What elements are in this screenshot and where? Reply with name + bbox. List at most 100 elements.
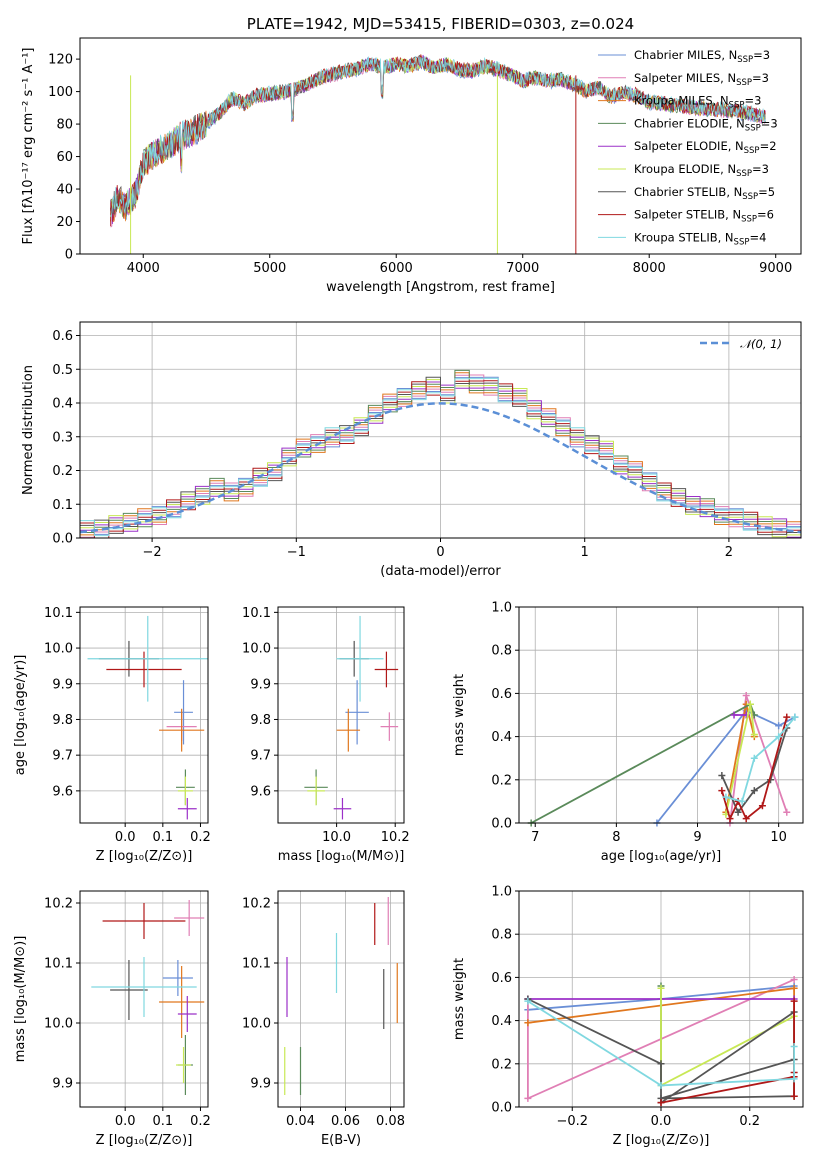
mass_weight_vs_age-marker-chabrier_stelib — [750, 787, 758, 795]
mass_vs_Z-ytick-label-0: 9.9 — [52, 1077, 73, 1092]
mass_weight_vs_age-ytick-label-5: 1.0 — [491, 601, 512, 616]
mass_weight_vs_age-marker-salpeter_miles — [742, 692, 750, 700]
age_vs_mass-xtick-label-1: 10.2 — [381, 830, 410, 845]
mass_vs_Z-xlabel: Z [log₁₀(Z/Z⊙)] — [96, 1133, 193, 1148]
residual_hist-ytick-label-5: 0.5 — [52, 363, 73, 378]
age_vs_mass-ytick-label-1: 9.7 — [250, 749, 271, 764]
age_vs_Z-ytick-label-0: 9.6 — [52, 784, 73, 799]
mass_weight_vs_age-ytick-label-4: 0.8 — [491, 644, 512, 659]
spectrum-xtick-label-4: 8000 — [633, 261, 666, 276]
age_vs_mass-ytick-label-4: 10.0 — [242, 642, 271, 657]
mass_vs_Z-ytick-label-2: 10.1 — [44, 957, 73, 972]
normal-curve — [79, 402, 802, 534]
mass_weight_vs_age-marker-kroupa_stelib — [738, 797, 746, 805]
age_vs_Z-ytick-label-1: 9.7 — [52, 749, 73, 764]
age_vs_Z-ylabel: age [log₁₀(age/yr)] — [13, 655, 28, 776]
mass_vs_Z-frame — [79, 890, 209, 1108]
mass_weight_vs_age-ytick-label-3: 0.6 — [491, 687, 512, 702]
mass_weight_vs_Z-marker-kroupa_stelib — [657, 1081, 665, 1089]
spectrum-ytick-label-4: 80 — [56, 118, 73, 133]
mass_vs_ebv-ytick-label-1: 10.0 — [242, 1017, 271, 1032]
mass_weight_vs_age-xtick-label-1: 8 — [612, 830, 620, 845]
mass_weight_vs_Z-marker-kroupa_miles — [790, 984, 798, 992]
mass_vs_ebv-xtick-label-0: 0.04 — [286, 1114, 315, 1129]
mass_weight_vs_age-marker-salpeter_miles — [783, 808, 791, 816]
mass_weight_vs_Z-marker-chabrier_stelib — [657, 1060, 665, 1068]
residual_hist-ytick-label-3: 0.3 — [52, 430, 73, 445]
spectrum-xtick-label-3: 7000 — [506, 261, 539, 276]
mass_weight_vs_age-marker-kroupa_stelib — [791, 713, 799, 721]
mass_weight_vs_age-xtick-label-2: 9 — [693, 830, 701, 845]
spectrum-ytick-label-2: 40 — [56, 183, 73, 198]
mass_vs_ebv-ytick-label-2: 10.1 — [242, 957, 271, 972]
mass_weight_vs_Z-marker-kroupa_miles — [524, 1019, 532, 1027]
mass_weight_vs_age-marker-chabrier_miles — [775, 722, 783, 730]
legend-label-text: Salpeter MILES, N — [634, 71, 736, 85]
legend-label-kroupa_elodie: Kroupa ELODIE, NSSP=3 — [634, 162, 769, 179]
mass_weight_vs_Z-marker-kroupa_stelib — [524, 997, 532, 1005]
mass_weight_vs_Z-ytick-label-1: 0.2 — [491, 1057, 512, 1072]
mass_weight_vs_Z-marker-salpeter_stelib — [790, 997, 798, 1005]
mass_weight_vs_age-marker-kroupa_stelib — [722, 793, 730, 801]
age_vs_Z-ytick-label-4: 10.0 — [44, 642, 73, 657]
spectrum-line-kroupa_stelib — [110, 55, 766, 218]
mass_weight_vs_age-xlabel: age [log₁₀(age/yr)] — [601, 849, 722, 864]
age_vs_mass-ytick-label-0: 9.6 — [250, 784, 271, 799]
age_vs_mass-ytick-label-5: 10.1 — [242, 606, 271, 621]
legend-label-sub: SSP — [736, 78, 752, 88]
mass_weight_vs_Z-marker-salpeter_stelib — [657, 1099, 665, 1107]
mass_weight_vs_age-line-salpeter_stelib — [721, 716, 788, 822]
legend-label-text: Chabrier ELODIE, N — [634, 116, 745, 130]
mass_weight_vs_Z-line-kroupa_stelib — [527, 1000, 795, 1087]
residual_hist-ytick-label-4: 0.4 — [52, 397, 73, 412]
legend-label-sub: SSP — [734, 237, 750, 247]
mass_weight_vs_age-marker-salpeter_stelib — [726, 815, 734, 823]
spectrum-ytick-label-1: 20 — [56, 215, 73, 230]
mass_vs_ebv-ytick-label-3: 10.2 — [242, 897, 271, 912]
legend-label-salpeter_stelib: Salpeter STELIB, NSSP=6 — [634, 208, 774, 225]
mass_weight_vs_Z-line-salpeter_stelib — [660, 1001, 795, 1104]
spectrum-xlabel: wavelength [Angstrom, rest frame] — [326, 280, 555, 295]
spectrum-ytick-label-6: 120 — [48, 53, 73, 68]
legend-label-chabrier_miles: Chabrier MILES, NSSP=3 — [634, 48, 770, 65]
mass_weight_vs_age-marker-salpeter_stelib — [758, 802, 766, 810]
mass_weight_vs_age-line-chabrier_elodie — [530, 702, 756, 823]
hist-step-kroupa_stelib — [80, 377, 801, 537]
residual_hist-ytick-label-0: 0.0 — [52, 532, 73, 547]
legend-label-sub: SSP — [744, 146, 760, 156]
residual_hist-xtick-label-3: 1 — [581, 545, 589, 560]
figure-title: PLATE=1942, MJD=53415, FIBERID=0303, z=0… — [247, 15, 634, 33]
spectrum-ylabel: Flux [fλ10⁻¹⁷ erg cm⁻² s⁻¹ A⁻¹] — [21, 48, 36, 245]
mass_weight_vs_age-xtick-label-0: 7 — [531, 830, 539, 845]
legend-label-text: Kroupa MILES, N — [634, 94, 729, 108]
mass_weight_vs_Z-marker-salpeter_stelib — [790, 1092, 798, 1100]
legend-label-text: Kroupa STELIB, N — [634, 230, 734, 244]
mass_weight_vs_age-marker-chabrier_stelib — [734, 808, 742, 816]
legend-label-suffix: =2 — [760, 139, 777, 153]
mass_weight_vs_Z-xtick-label-0: −0.2 — [556, 1114, 588, 1129]
legend-label-suffix: =5 — [758, 185, 775, 199]
normal-legend-label: 𝒩(0, 1) — [740, 337, 782, 351]
age_vs_mass-xtick-label-0: 10.0 — [322, 830, 351, 845]
residual_hist-xlabel: (data-model)/error — [380, 564, 501, 579]
legend-label-text: Kroupa ELODIE, N — [634, 162, 736, 176]
mass_weight_vs_age-marker-chabrier_stelib — [718, 771, 726, 779]
legend-label-suffix: =3 — [752, 162, 769, 176]
legend-label-salpeter_elodie: Salpeter ELODIE, NSSP=2 — [634, 139, 777, 156]
mass_weight_vs_Z-marker-salpeter_miles — [790, 976, 798, 984]
mass_weight_vs_age-marker-salpeter_elodie — [730, 711, 738, 719]
mass_weight_vs_Z-ytick-label-0: 0.0 — [491, 1101, 512, 1116]
spectrum-xtick-label-2: 6000 — [380, 261, 413, 276]
legend-label-sub: SSP — [741, 215, 757, 225]
legend-label-text: Salpeter ELODIE, N — [634, 139, 744, 153]
legend-label-suffix: =3 — [753, 48, 770, 62]
mass_weight_vs_Z-marker-kroupa_stelib — [790, 1043, 798, 1051]
mass_weight_vs_Z-xtick-label-1: 0.0 — [651, 1114, 672, 1129]
mass_weight_vs_age-line-chabrier_miles — [656, 709, 796, 823]
mass_weight_vs_age-frame — [518, 606, 804, 824]
age_vs_Z-ytick-label-2: 9.8 — [52, 713, 73, 728]
legend-label-suffix: =3 — [744, 94, 761, 108]
legend-label-kroupa_stelib: Kroupa STELIB, NSSP=4 — [634, 230, 766, 247]
residual_hist-xtick-label-1: −1 — [287, 545, 306, 560]
